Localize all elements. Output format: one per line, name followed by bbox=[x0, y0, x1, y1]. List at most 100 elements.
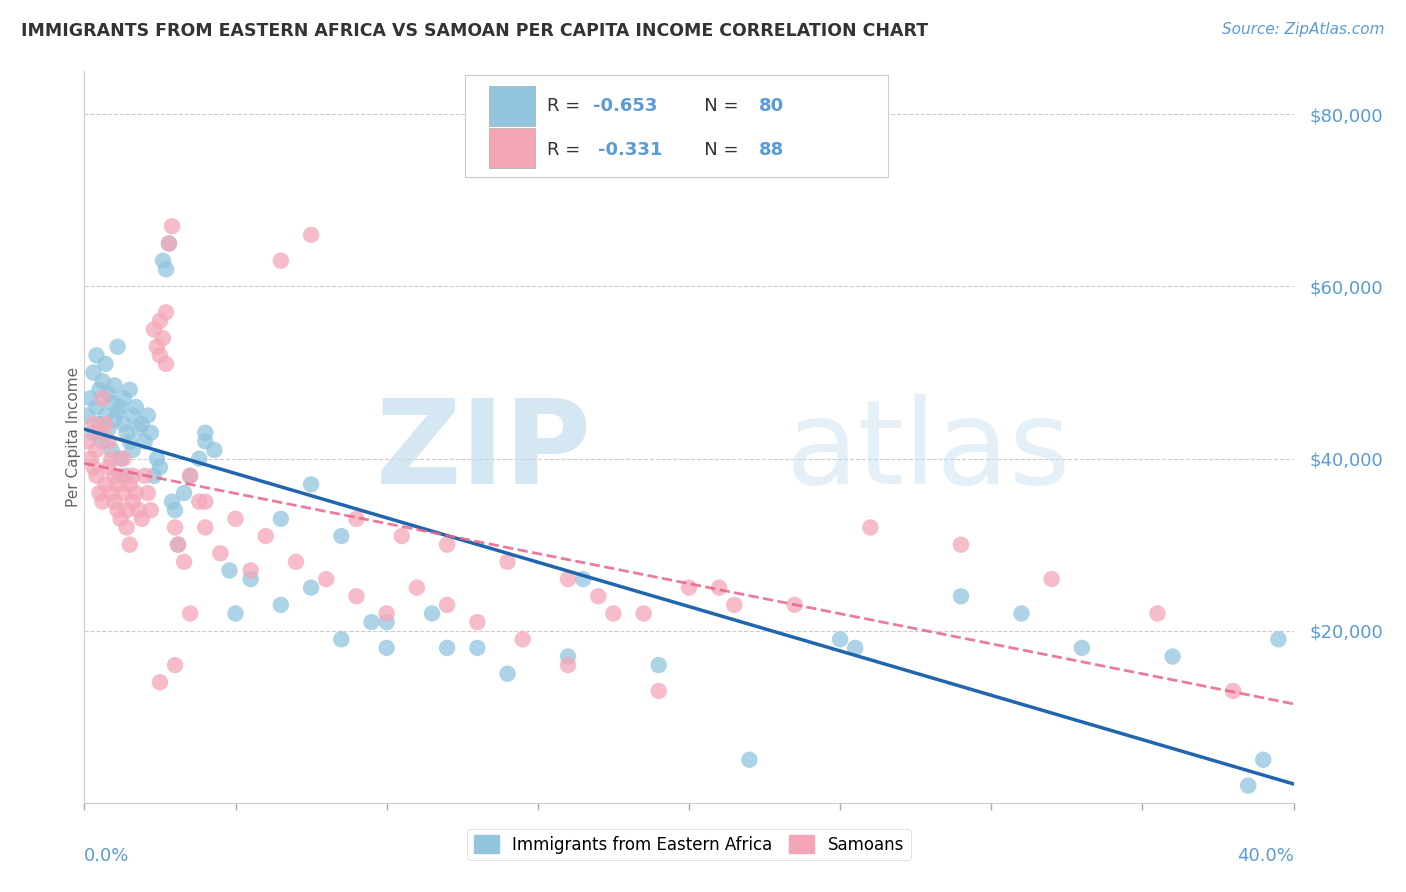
Text: Source: ZipAtlas.com: Source: ZipAtlas.com bbox=[1222, 22, 1385, 37]
Point bbox=[1267, 632, 1289, 647]
Point bbox=[149, 314, 172, 328]
Point bbox=[104, 413, 127, 427]
Text: 80: 80 bbox=[759, 96, 785, 115]
Point bbox=[82, 425, 104, 440]
Text: -0.331: -0.331 bbox=[599, 141, 662, 159]
Point bbox=[160, 219, 183, 234]
Point bbox=[149, 675, 172, 690]
Point bbox=[131, 512, 153, 526]
Point bbox=[557, 649, 579, 664]
Point bbox=[315, 572, 337, 586]
Point bbox=[142, 468, 165, 483]
Point bbox=[86, 468, 108, 483]
Point bbox=[299, 477, 322, 491]
Point bbox=[94, 477, 117, 491]
Point bbox=[239, 572, 262, 586]
Point bbox=[346, 512, 368, 526]
Point bbox=[76, 409, 98, 423]
Point bbox=[202, 442, 225, 457]
Point bbox=[121, 468, 143, 483]
Point bbox=[142, 322, 165, 336]
Point bbox=[783, 598, 806, 612]
Point bbox=[91, 434, 114, 449]
Point bbox=[173, 555, 195, 569]
Point bbox=[134, 468, 156, 483]
Point bbox=[97, 387, 120, 401]
Point bbox=[110, 468, 132, 483]
Point bbox=[91, 392, 114, 406]
Legend: Immigrants from Eastern Africa, Samoans: Immigrants from Eastern Africa, Samoans bbox=[467, 829, 911, 860]
Point bbox=[86, 400, 108, 414]
Point bbox=[678, 581, 700, 595]
Point bbox=[844, 640, 866, 655]
Point bbox=[346, 589, 368, 603]
Point bbox=[131, 417, 153, 432]
Point bbox=[1253, 753, 1275, 767]
Point bbox=[118, 538, 141, 552]
Point bbox=[152, 253, 174, 268]
Point bbox=[360, 615, 382, 629]
Point bbox=[723, 598, 745, 612]
Point bbox=[633, 607, 655, 621]
Point bbox=[830, 632, 852, 647]
Point bbox=[436, 538, 458, 552]
Point bbox=[602, 607, 624, 621]
Point bbox=[125, 486, 148, 500]
Point bbox=[139, 425, 162, 440]
Point bbox=[572, 572, 595, 586]
Point bbox=[94, 357, 117, 371]
Point bbox=[648, 684, 671, 698]
Point bbox=[128, 421, 150, 435]
Point bbox=[97, 434, 120, 449]
Point bbox=[149, 460, 172, 475]
Point bbox=[115, 503, 138, 517]
Point bbox=[104, 378, 127, 392]
Point bbox=[218, 564, 240, 578]
Point bbox=[121, 409, 143, 423]
Point bbox=[107, 503, 129, 517]
Point bbox=[115, 425, 138, 440]
Point bbox=[155, 305, 177, 319]
Point bbox=[299, 581, 322, 595]
Point bbox=[188, 451, 211, 466]
Point bbox=[86, 348, 108, 362]
Point bbox=[950, 538, 973, 552]
Point bbox=[179, 468, 201, 483]
Point bbox=[104, 494, 127, 508]
Point bbox=[420, 607, 443, 621]
Point bbox=[588, 589, 610, 603]
Point bbox=[375, 607, 398, 621]
Text: N =: N = bbox=[686, 96, 744, 115]
Point bbox=[179, 468, 201, 483]
Point bbox=[648, 658, 671, 673]
Point bbox=[157, 236, 180, 251]
Point bbox=[165, 520, 187, 534]
Point bbox=[194, 494, 217, 508]
Point bbox=[254, 529, 277, 543]
Y-axis label: Per Capita Income: Per Capita Income bbox=[66, 367, 80, 508]
Point bbox=[100, 451, 122, 466]
FancyBboxPatch shape bbox=[465, 75, 889, 178]
Point bbox=[1011, 607, 1033, 621]
Point bbox=[160, 494, 183, 508]
Point bbox=[194, 520, 217, 534]
Point bbox=[79, 392, 101, 406]
Text: 40.0%: 40.0% bbox=[1237, 847, 1294, 864]
Point bbox=[100, 442, 122, 457]
Point bbox=[209, 546, 232, 560]
Point bbox=[270, 253, 292, 268]
Point bbox=[557, 572, 579, 586]
Point bbox=[91, 374, 114, 388]
Point bbox=[100, 486, 122, 500]
Point bbox=[112, 392, 135, 406]
Point bbox=[146, 451, 169, 466]
Text: 0.0%: 0.0% bbox=[84, 847, 129, 864]
Point bbox=[496, 555, 519, 569]
Point bbox=[1071, 640, 1094, 655]
Point bbox=[557, 658, 579, 673]
Point bbox=[165, 658, 187, 673]
Point bbox=[91, 494, 114, 508]
Bar bbox=[489, 128, 536, 168]
Point bbox=[76, 434, 98, 449]
Point bbox=[97, 421, 120, 435]
